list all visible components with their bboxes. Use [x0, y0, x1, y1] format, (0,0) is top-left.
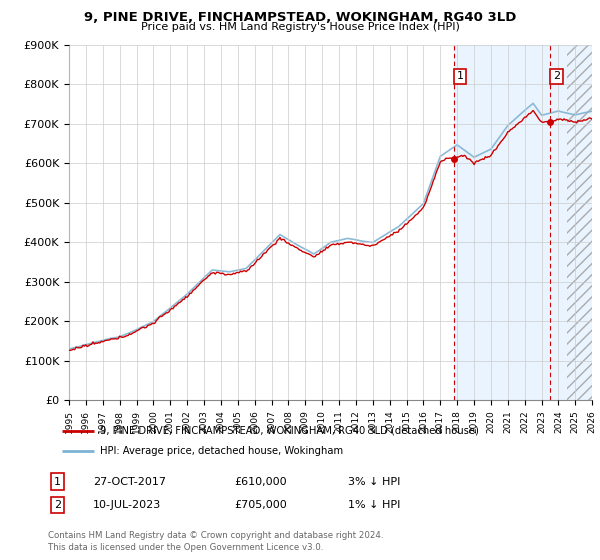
- Text: 3% ↓ HPI: 3% ↓ HPI: [348, 477, 400, 487]
- Bar: [454, 45, 592, 400]
- Text: HPI: Average price, detached house, Wokingham: HPI: Average price, detached house, Woki…: [100, 446, 343, 456]
- Text: 9, PINE DRIVE, FINCHAMPSTEAD, WOKINGHAM, RG40 3LD (detached house): 9, PINE DRIVE, FINCHAMPSTEAD, WOKINGHAM,…: [100, 426, 478, 436]
- Text: £610,000: £610,000: [234, 477, 287, 487]
- Bar: [567, 45, 592, 400]
- Text: 1: 1: [54, 477, 61, 487]
- Text: 1: 1: [457, 72, 464, 81]
- Text: £705,000: £705,000: [234, 500, 287, 510]
- Text: This data is licensed under the Open Government Licence v3.0.: This data is licensed under the Open Gov…: [48, 543, 323, 552]
- Text: 9, PINE DRIVE, FINCHAMPSTEAD, WOKINGHAM, RG40 3LD: 9, PINE DRIVE, FINCHAMPSTEAD, WOKINGHAM,…: [84, 11, 516, 24]
- Text: 1% ↓ HPI: 1% ↓ HPI: [348, 500, 400, 510]
- Text: 2: 2: [54, 500, 61, 510]
- Text: 2: 2: [553, 72, 560, 81]
- Text: 10-JUL-2023: 10-JUL-2023: [93, 500, 161, 510]
- Bar: [567, 45, 592, 400]
- Text: Price paid vs. HM Land Registry's House Price Index (HPI): Price paid vs. HM Land Registry's House …: [140, 22, 460, 32]
- Text: 27-OCT-2017: 27-OCT-2017: [93, 477, 166, 487]
- Text: Contains HM Land Registry data © Crown copyright and database right 2024.: Contains HM Land Registry data © Crown c…: [48, 531, 383, 540]
